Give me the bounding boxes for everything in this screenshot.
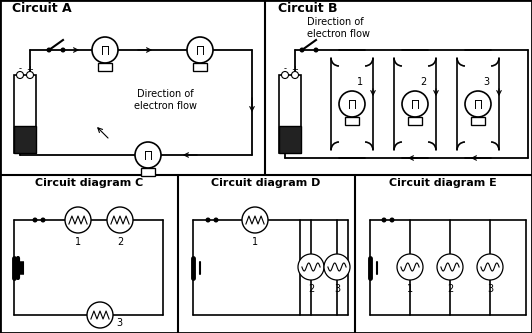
Circle shape xyxy=(313,48,319,53)
Circle shape xyxy=(397,254,423,280)
Text: 3: 3 xyxy=(483,77,489,87)
Circle shape xyxy=(65,207,91,233)
Circle shape xyxy=(402,91,428,117)
Circle shape xyxy=(187,37,213,63)
Circle shape xyxy=(477,254,503,280)
Circle shape xyxy=(92,37,118,63)
Circle shape xyxy=(61,48,65,53)
Text: Circuit diagram C: Circuit diagram C xyxy=(35,178,143,188)
Bar xyxy=(471,117,485,125)
Circle shape xyxy=(213,217,219,222)
Bar xyxy=(141,168,155,176)
Text: Direction of
electron flow: Direction of electron flow xyxy=(134,89,196,111)
Text: Circuit B: Circuit B xyxy=(278,3,337,16)
Circle shape xyxy=(381,217,387,222)
Bar xyxy=(14,75,36,153)
Circle shape xyxy=(324,254,350,280)
Circle shape xyxy=(292,72,298,79)
Circle shape xyxy=(205,217,211,222)
Text: 1: 1 xyxy=(357,77,363,87)
Text: 2: 2 xyxy=(117,237,123,247)
Text: -: - xyxy=(19,65,21,74)
Circle shape xyxy=(32,217,37,222)
Bar xyxy=(279,75,301,153)
Circle shape xyxy=(242,207,268,233)
Circle shape xyxy=(27,72,34,79)
Circle shape xyxy=(46,48,52,53)
Circle shape xyxy=(135,142,161,168)
Circle shape xyxy=(437,254,463,280)
Text: 2: 2 xyxy=(420,77,426,87)
Text: -: - xyxy=(284,65,287,74)
Circle shape xyxy=(40,217,46,222)
Text: 3: 3 xyxy=(334,284,340,294)
Circle shape xyxy=(87,302,113,328)
Text: Circuit diagram D: Circuit diagram D xyxy=(211,178,321,188)
Circle shape xyxy=(281,72,288,79)
Circle shape xyxy=(107,207,133,233)
Bar xyxy=(14,126,36,153)
Text: 3: 3 xyxy=(487,284,493,294)
Text: Direction of
electron flow: Direction of electron flow xyxy=(307,17,370,39)
Circle shape xyxy=(389,217,395,222)
Circle shape xyxy=(300,48,304,53)
Bar xyxy=(279,126,301,153)
Circle shape xyxy=(339,91,365,117)
Bar xyxy=(408,117,422,125)
Text: 2: 2 xyxy=(447,284,453,294)
Text: 3: 3 xyxy=(116,318,122,328)
Text: 2: 2 xyxy=(308,284,314,294)
Text: Circuit diagram E: Circuit diagram E xyxy=(389,178,497,188)
Text: +: + xyxy=(292,65,298,74)
Text: +: + xyxy=(27,65,34,74)
Bar xyxy=(345,117,359,125)
Text: 1: 1 xyxy=(252,237,258,247)
Circle shape xyxy=(298,254,324,280)
Circle shape xyxy=(465,91,491,117)
Text: 1: 1 xyxy=(75,237,81,247)
Bar xyxy=(98,63,112,71)
Text: 1: 1 xyxy=(407,284,413,294)
Bar xyxy=(193,63,207,71)
Text: Circuit A: Circuit A xyxy=(12,3,72,16)
Circle shape xyxy=(16,72,23,79)
